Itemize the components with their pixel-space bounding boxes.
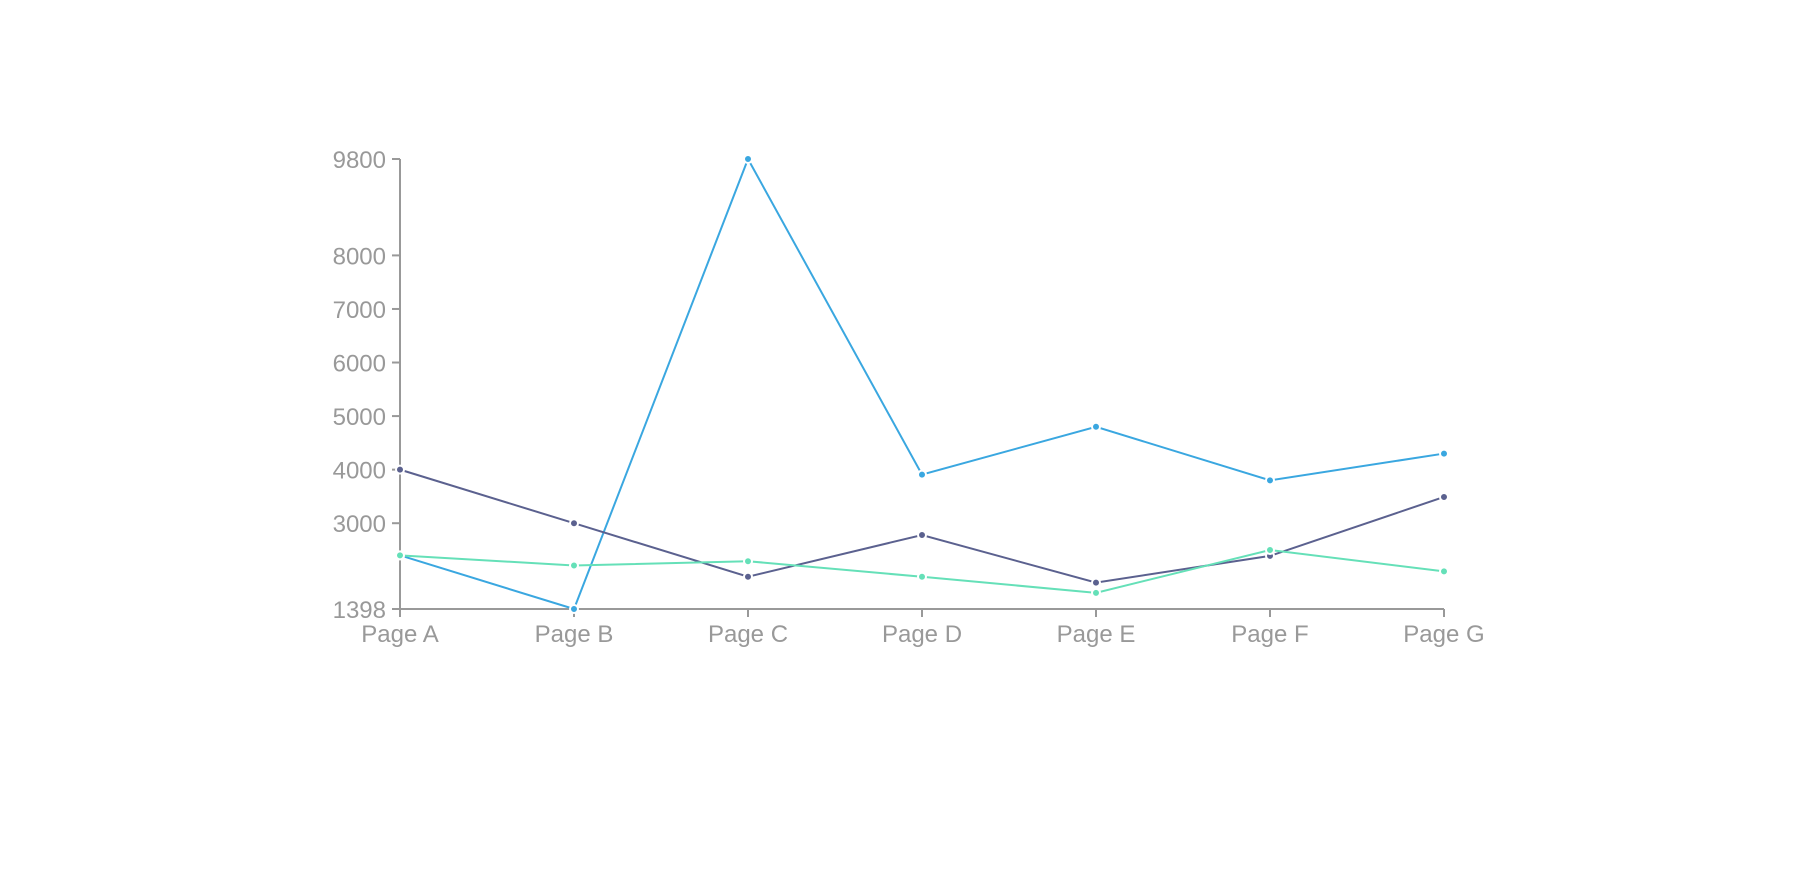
x-tick-label: Page C [708, 621, 788, 648]
y-tick-label: 1398 [333, 597, 386, 624]
series-line-0 [399, 156, 1445, 611]
y-tick-label: 4000 [333, 458, 386, 485]
x-tick-label: Page D [882, 621, 962, 648]
x-tick-label: Page E [1057, 621, 1136, 648]
data-point [1265, 475, 1275, 486]
y-tick-label: 7000 [333, 297, 386, 324]
y-tick-label: 9800 [333, 147, 386, 174]
data-point [917, 571, 927, 582]
data-point [395, 550, 405, 561]
data-point [569, 518, 579, 529]
data-point [1439, 448, 1449, 459]
x-tick-label: Page F [1231, 621, 1308, 648]
data-point [1265, 544, 1275, 555]
data-point [1439, 566, 1449, 577]
data-point [743, 556, 753, 567]
series-line-2 [399, 548, 1445, 594]
data-point [1091, 577, 1101, 588]
x-tick-label: Page G [1403, 621, 1484, 648]
data-point [917, 469, 927, 480]
y-tick-label: 3000 [333, 511, 386, 538]
series-line-1 [399, 468, 1445, 584]
x-tick-label: Page B [535, 621, 614, 648]
data-point [743, 154, 753, 164]
data-point [1091, 421, 1101, 432]
y-tick-label: 8000 [333, 243, 386, 270]
axes: 1398 3000 4000 5000 6000 7000 8000 9800 Page A Pa… [333, 147, 1485, 648]
data-point [569, 604, 579, 614]
data-point [1439, 491, 1449, 502]
y-tick-label: 5000 [333, 404, 386, 431]
data-point [743, 571, 753, 582]
data-point [569, 560, 579, 571]
data-point [917, 529, 927, 540]
x-tick-label: Page A [361, 621, 438, 648]
data-point [1091, 587, 1101, 598]
series-lines [395, 154, 1449, 614]
data-point [395, 464, 405, 475]
y-tick-label: 6000 [333, 351, 386, 378]
